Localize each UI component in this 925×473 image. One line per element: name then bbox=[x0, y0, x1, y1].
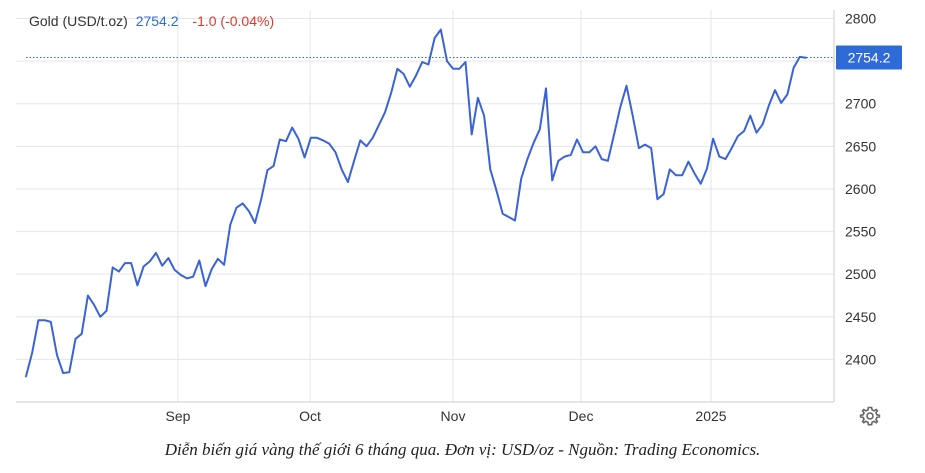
x-tick-label: Dec bbox=[569, 408, 594, 424]
y-tick-label: 2450 bbox=[845, 309, 876, 325]
price-chart: 240024502500255026002650270027502800SepO… bbox=[16, 10, 902, 424]
x-tick-label: Oct bbox=[299, 408, 321, 424]
price-line bbox=[25, 28, 807, 378]
figure-caption: Diễn biến giá vàng thế giới 6 tháng qua.… bbox=[164, 440, 761, 459]
gear-icon[interactable] bbox=[859, 405, 881, 427]
y-tick-label: 2400 bbox=[845, 351, 876, 367]
chart-area: 240024502500255026002650270027502800SepO… bbox=[16, 10, 902, 427]
legend-last-value: 2754.2 bbox=[135, 13, 179, 29]
y-tick-label: 2800 bbox=[845, 11, 876, 27]
y-tick-label: 2700 bbox=[845, 96, 876, 112]
last-value-badge bbox=[836, 45, 902, 70]
x-tick-label: 2025 bbox=[695, 408, 726, 424]
legend: Gold (USD/t.oz) 2754.2 -1.0 (-0.04%) bbox=[29, 13, 274, 29]
y-tick-label: 2500 bbox=[845, 266, 876, 282]
legend-series-name: Gold (USD/t.oz) bbox=[29, 13, 128, 29]
x-tick-label: Nov bbox=[441, 408, 466, 424]
y-tick-label: 2600 bbox=[845, 181, 876, 197]
last-value-label: 2754.2 bbox=[848, 50, 891, 66]
x-tick-label: Sep bbox=[166, 408, 191, 424]
y-tick-label: 2550 bbox=[845, 224, 876, 240]
legend-change: -1.0 (-0.04%) bbox=[192, 13, 275, 29]
y-tick-label: 2650 bbox=[845, 138, 876, 154]
